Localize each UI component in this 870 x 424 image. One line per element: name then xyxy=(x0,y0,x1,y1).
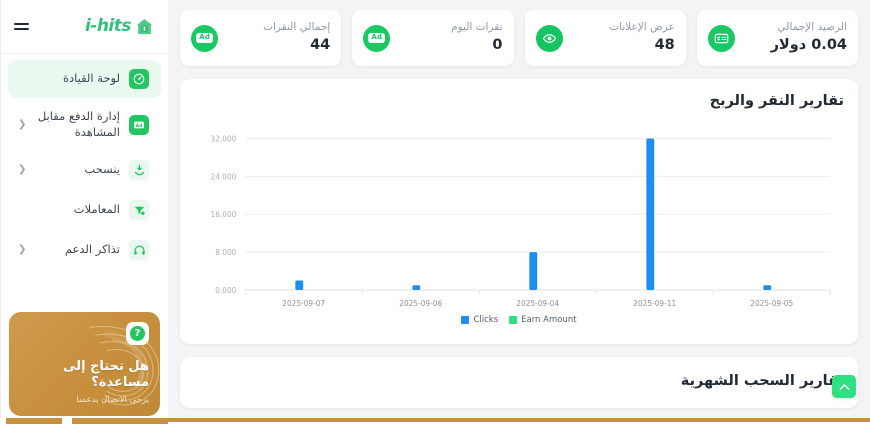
chevron-up-icon xyxy=(839,383,849,390)
sidebar: i-hits لوحة القيادة xyxy=(0,0,168,424)
y-axis-tick-label: 8.000 xyxy=(215,248,236,257)
x-axis-tick-label: 2025-09-07 xyxy=(282,299,325,308)
stat-label: عرض الإعلانات xyxy=(609,20,675,33)
x-axis-tick-label: 2025-09-11 xyxy=(633,299,676,308)
click-earn-reports-card: تقارير النقر والربح 0.000 8.000 16.000 24.0… xyxy=(180,79,858,345)
stat-label: نقرات اليوم xyxy=(451,20,503,33)
sidebar-item-dashboard[interactable]: لوحة القيادة xyxy=(8,60,161,98)
chart-legend: Clicks Earn Amount xyxy=(194,315,844,325)
support-headset-icon xyxy=(129,240,149,261)
x-axis-tick-label: 2025-09-06 xyxy=(399,299,442,308)
chevron-left-icon: ❮ xyxy=(18,164,27,176)
stat-card-total-clicks[interactable]: Ad إجمالي النقرات 44 xyxy=(180,10,342,66)
chart-bar xyxy=(295,280,304,291)
decorative-swirl xyxy=(89,326,159,406)
page-title: تقارير النقر والربح xyxy=(709,93,844,109)
section-title: تقارير السحب الشهرية xyxy=(680,373,844,390)
chart-bar xyxy=(646,138,655,291)
stat-value: 0 xyxy=(492,37,503,54)
click-earn-chart[interactable]: 0.000 8.000 16.000 24.000 32.000 2025-09-07 20… xyxy=(194,119,844,334)
sidebar-item-label: لوحة القيادة xyxy=(62,71,120,86)
hamburger-icon[interactable] xyxy=(13,20,30,33)
sidebar-header: i-hits xyxy=(1,0,168,54)
legend-label: Earn Amount xyxy=(521,315,577,326)
stat-label: إجمالي النقرات xyxy=(263,20,331,33)
stat-label: الرصيد الإجمالي xyxy=(777,20,847,33)
y-axis-tick-label: 16.000 xyxy=(211,210,237,219)
legend-swatch xyxy=(461,316,470,325)
x-axis-tick-label: 2025-09-04 xyxy=(516,299,559,308)
monthly-withdraw-reports-card: تقارير السحب الشهرية xyxy=(180,357,858,408)
x-axis-tick-label: 2025-09-05 xyxy=(750,299,793,308)
bottom-edge-strip xyxy=(0,418,870,424)
sidebar-item-label: ينسحب xyxy=(84,162,120,177)
ad-label: Ad xyxy=(196,33,213,43)
ad-badge-icon: Ad xyxy=(363,24,391,52)
dashboard-gauge-icon xyxy=(129,69,149,89)
chart-bar xyxy=(529,252,538,291)
chevron-left-icon: ❮ xyxy=(18,118,27,130)
ad-icon: Ad xyxy=(129,114,149,135)
sidebar-item-ptc-management[interactable]: Ad إدارة الدفع مقابل المشاهدة ❮ xyxy=(8,100,161,149)
sidebar-item-transactions[interactable]: المعاملات xyxy=(8,191,161,229)
sidebar-item-label: تذاكر الدعم xyxy=(64,242,120,257)
transactions-icon xyxy=(129,200,149,221)
promo-subtitle: يرجى الاتصال بدعمنا xyxy=(76,394,149,405)
y-axis-tick-label: 0.000 xyxy=(215,286,236,295)
stat-card-today-clicks[interactable]: Ad نقرات اليوم 0 xyxy=(352,10,514,66)
sidebar-menu: لوحة القيادة Ad إدارة الدفع مقابل المشاه… xyxy=(1,54,168,308)
main-content: الرصيد الإجمالي 0.04 دولار عرض الإعلانات… xyxy=(168,0,870,424)
eye-icon xyxy=(535,24,563,52)
sidebar-item-label: المعاملات xyxy=(73,202,120,217)
brand-logo[interactable]: i-hits xyxy=(85,18,154,36)
ad-label: Ad xyxy=(368,33,386,43)
sidebar-item-support-tickets[interactable]: تذاكر الدعم ❮ xyxy=(8,231,161,269)
ad-badge-icon: Ad xyxy=(191,24,218,52)
brand-name: i-hits xyxy=(84,16,132,36)
chart-bar xyxy=(763,285,772,291)
house-coin-icon xyxy=(136,18,153,34)
stat-value: 0.04 دولار xyxy=(770,37,847,54)
chevron-left-icon: ❮ xyxy=(18,244,27,256)
stats-row: الرصيد الإجمالي 0.04 دولار عرض الإعلانات… xyxy=(180,10,858,66)
legend-label: Clicks xyxy=(473,315,499,326)
sidebar-item-withdraw[interactable]: ينسحب ❮ xyxy=(8,151,161,189)
sidebar-item-label: إدارة الدفع مقابل المشاهدة xyxy=(37,109,120,139)
money-card-icon xyxy=(707,24,735,52)
y-axis-tick-label: 32.000 xyxy=(211,135,237,144)
stat-card-ad-views[interactable]: عرض الإعلانات 48 xyxy=(524,10,686,66)
stat-value: 48 xyxy=(654,37,675,54)
promo-title: هل تحتاج إلى مساعدة؟ xyxy=(63,359,149,391)
question-mark-icon: ? xyxy=(126,322,149,345)
scroll-to-top-button[interactable] xyxy=(832,375,856,398)
stat-card-total-balance[interactable]: الرصيد الإجمالي 0.04 دولار xyxy=(696,10,858,66)
y-axis-tick-label: 24.000 xyxy=(211,173,237,182)
legend-item[interactable]: Clicks xyxy=(461,315,498,325)
withdraw-hand-icon xyxy=(129,160,149,181)
legend-swatch xyxy=(509,316,518,325)
chart-bar xyxy=(412,285,421,291)
support-promo-card[interactable]: ? هل تحتاج إلى مساعدة؟ يرجى الاتصال بدعم… xyxy=(9,312,160,416)
stat-value: 44 xyxy=(310,37,331,54)
chart-canvas: 0.000 8.000 16.000 24.000 32.000 2025-09-07 20… xyxy=(211,135,831,308)
svg-text:Ad: Ad xyxy=(136,122,143,128)
legend-item[interactable]: Earn Amount xyxy=(509,315,577,326)
